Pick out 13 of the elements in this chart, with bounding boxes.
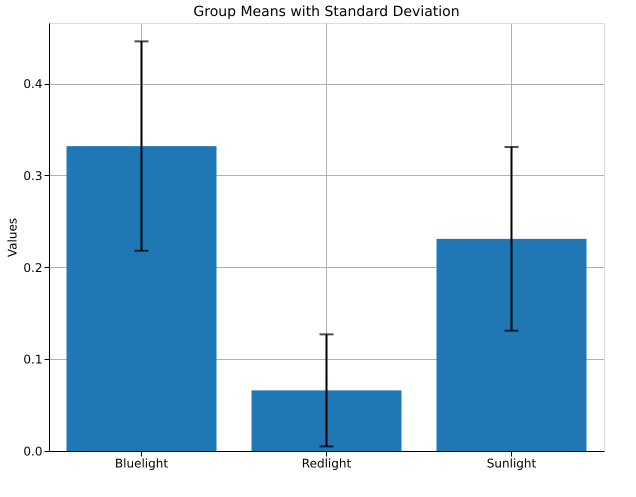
chart-title: Group Means with Standard Deviation: [193, 4, 460, 20]
bar: [66, 146, 216, 451]
y-tick-label: 0.2: [23, 260, 42, 275]
y-axis-title: Values: [5, 218, 20, 258]
x-tick-label: Redlight: [302, 456, 352, 470]
y-tick-label: 0.0: [23, 444, 42, 458]
y-tick-label: 0.1: [23, 352, 42, 367]
bar: [252, 390, 402, 451]
y-tick-label: 0.4: [23, 77, 42, 92]
y-tick-label: 0.3: [23, 168, 42, 183]
bar: [436, 238, 586, 451]
x-tick-label: Sunlight: [486, 456, 536, 470]
x-tick-label: Bluelight: [114, 456, 168, 470]
